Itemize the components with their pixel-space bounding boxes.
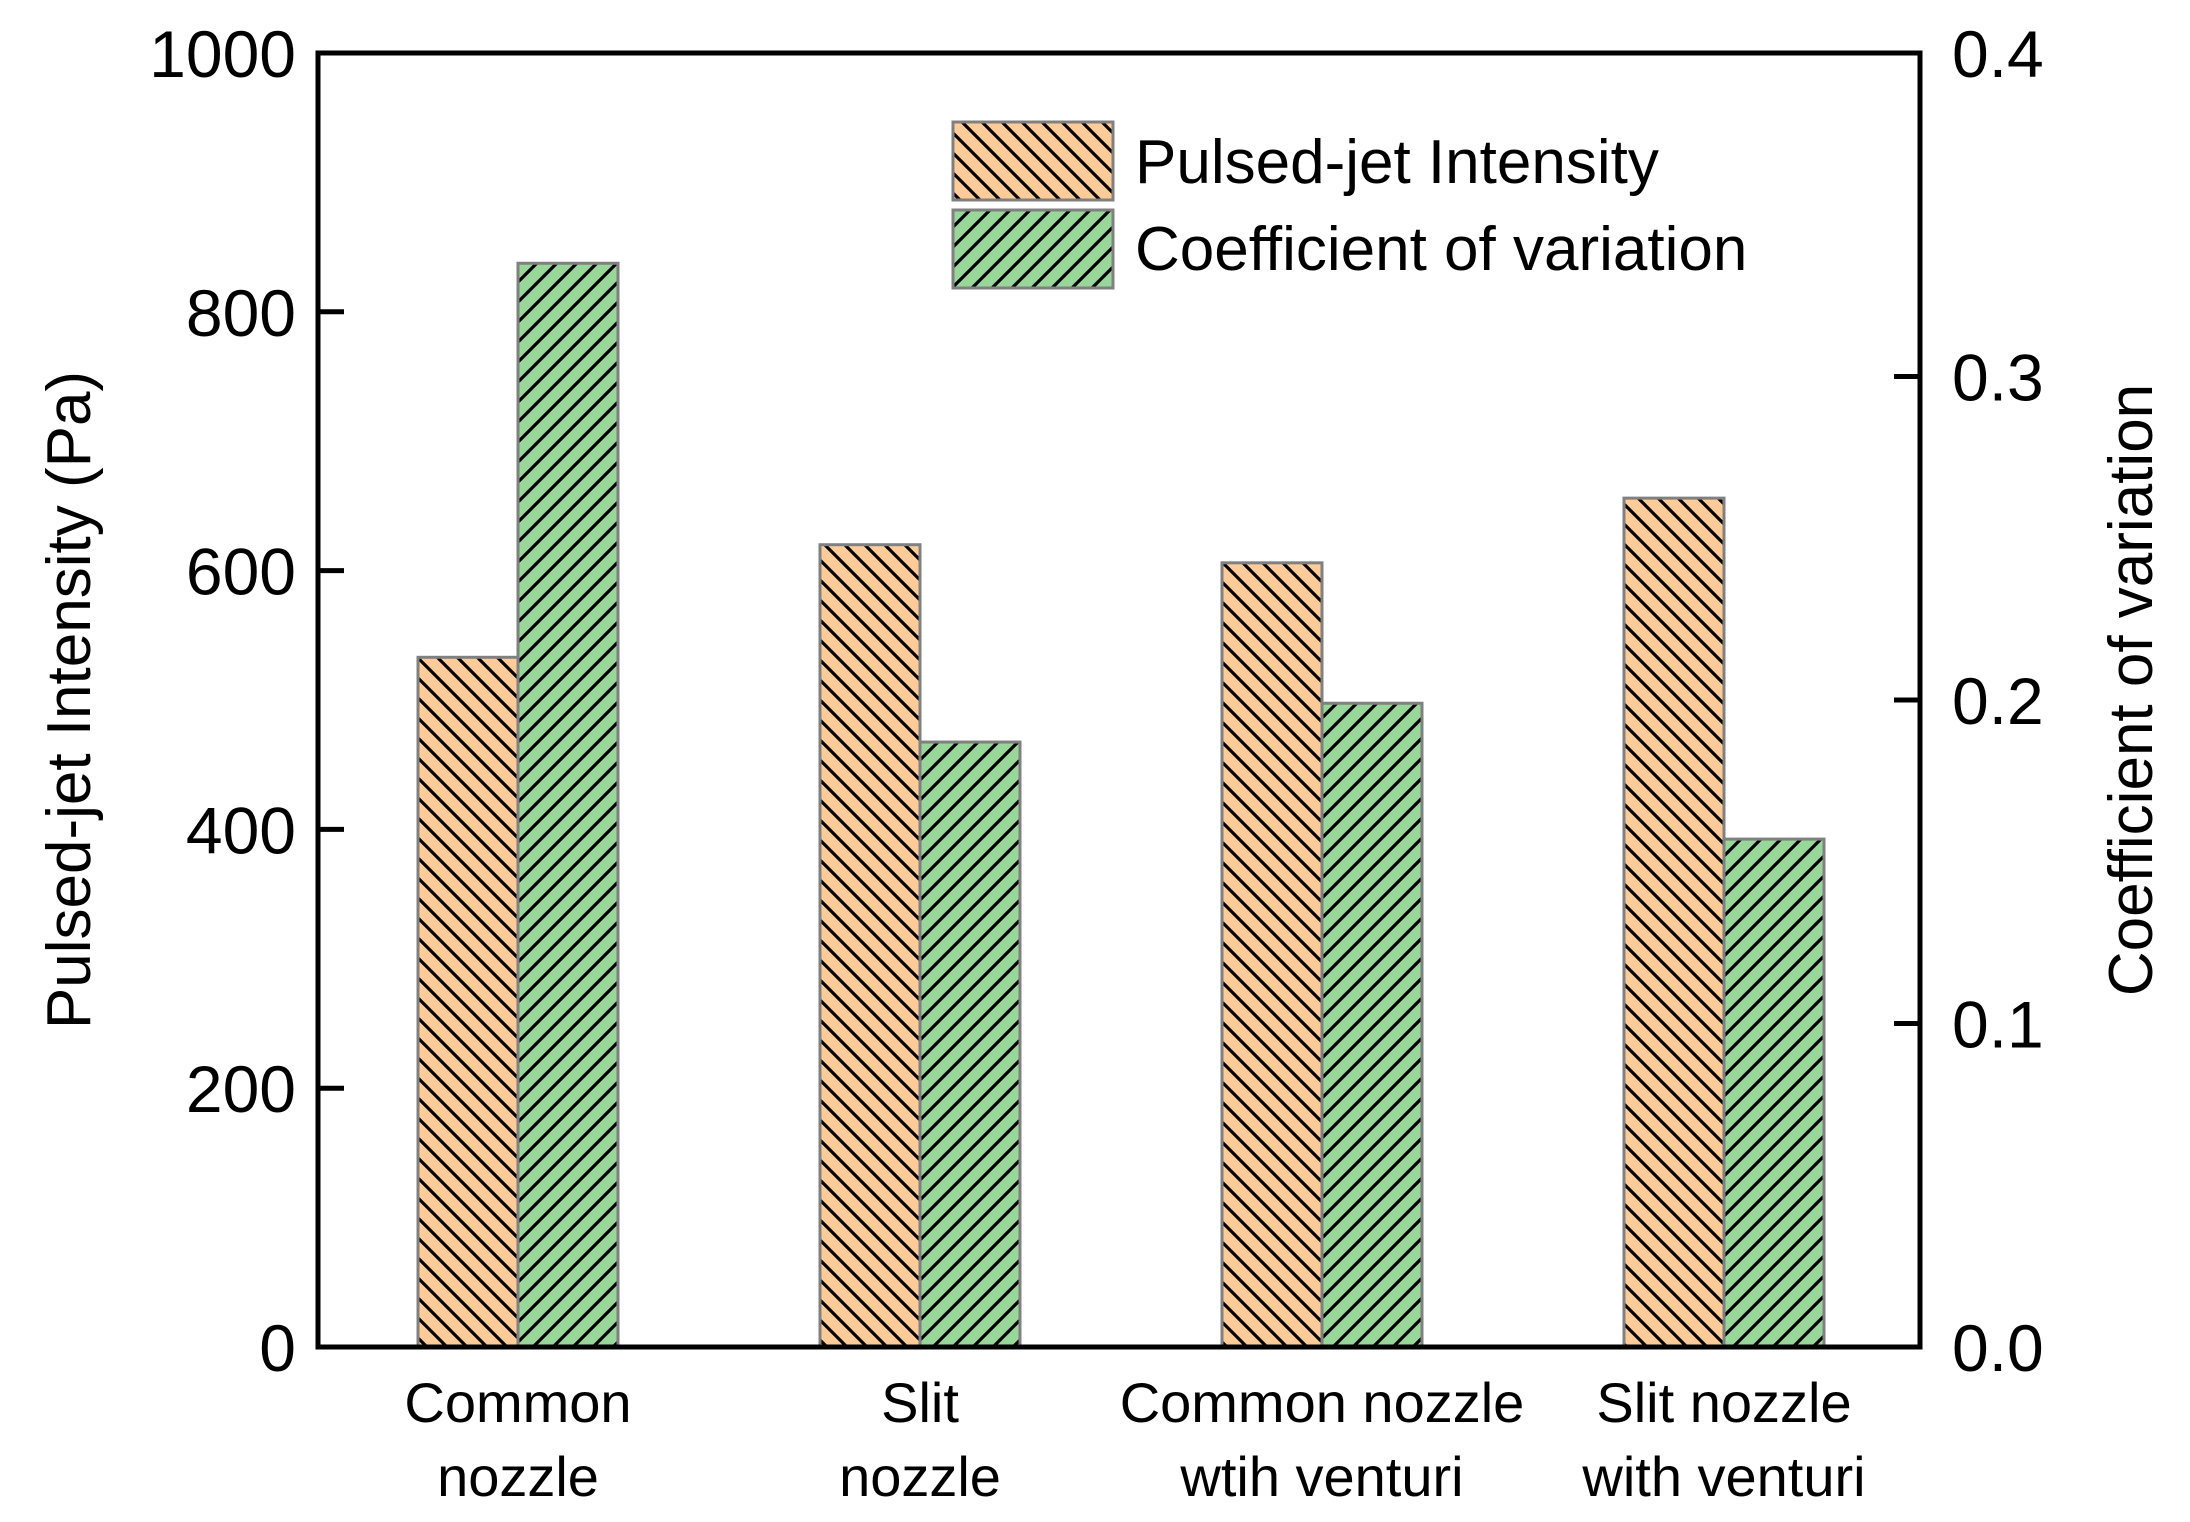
category-label: wtih venturi [1179,1445,1463,1508]
left-tick-label: 200 [186,1052,296,1126]
bar-intensity-3 [1622,496,1726,1349]
legend-swatch-cv-hatch [951,208,1115,290]
category-labels: Common nozzle Slit nozzle Common nozzle wtih … [404,1371,1865,1508]
legend-label-cv: Coefficient of variation [1135,215,1747,284]
y2-axis-title: Coefficient of variation [2097,384,2166,996]
category-label: nozzle [839,1445,1001,1508]
bar-cv-1 [918,740,1022,1349]
category-label: nozzle [437,1445,599,1508]
right-tick-label: 0.3 [1952,341,2044,415]
left-tick-label: 800 [186,276,296,350]
left-tick-label: 1000 [149,17,296,91]
right-axis: 0.0 0.1 0.2 0.3 0.4 [1894,17,2044,1385]
bar-cv-0 [516,261,620,1349]
bar-cv-3 [1722,837,1826,1349]
bar-intensity-0 [416,655,520,1349]
right-tick-label: 0.4 [1952,17,2044,91]
bar-hatch [1220,561,1324,1349]
category-label: Common [404,1371,631,1434]
bar-hatch [516,261,620,1349]
category-label: Slit nozzle [1596,1371,1851,1434]
bar-hatch [1722,837,1826,1349]
bar-hatch [416,655,520,1349]
bar-intensity-1 [818,543,922,1349]
category-label: with venturi [1581,1445,1865,1508]
left-tick-label: 0 [259,1311,296,1385]
bar-hatch [1320,701,1424,1349]
right-tick-label: 0.2 [1952,664,2044,738]
left-axis: 0 200 400 600 800 1000 [149,17,344,1385]
legend-swatch-intensity-hatch [951,120,1115,202]
bar-intensity-2 [1220,561,1324,1349]
bars [416,261,1826,1349]
bar-hatch [818,543,922,1349]
bar-cv-2 [1320,701,1424,1349]
y-axis-title: Pulsed-jet Intensity (Pa) [35,371,104,1029]
bar-hatch [918,740,1022,1349]
right-tick-label: 0.0 [1952,1311,2044,1385]
left-tick-label: 400 [186,793,296,867]
left-tick-label: 600 [186,535,296,609]
legend: Pulsed-jet Intensity Coefficient of vari… [951,120,1747,290]
legend-label-intensity: Pulsed-jet Intensity [1135,128,1659,197]
axes: 0 200 400 600 800 1000 0.0 0.1 0.2 0.3 0.4 Common… [149,17,2044,1508]
category-label: Common nozzle [1120,1371,1525,1434]
category-label: Slit [881,1371,959,1434]
right-tick-label: 0.1 [1952,988,2044,1062]
bar-hatch [1622,496,1726,1349]
